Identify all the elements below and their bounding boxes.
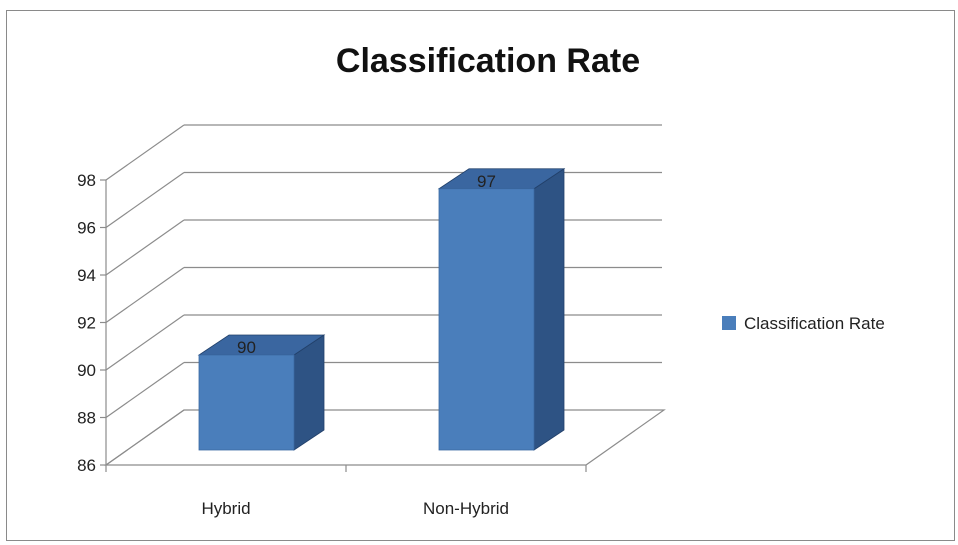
- y-tick-label: 88: [77, 409, 96, 428]
- gridline-side: [105, 314, 185, 371]
- legend: Classification Rate: [722, 314, 885, 333]
- x-category-label: Non-Hybrid: [423, 499, 509, 518]
- bar-front: [438, 188, 535, 451]
- y-tick-label: 96: [77, 219, 96, 238]
- bar: 90: [197, 334, 326, 451]
- y-tick-label: 86: [77, 456, 96, 475]
- legend-swatch: [722, 316, 736, 330]
- gridline-side: [105, 219, 185, 276]
- bar-data-label: 97: [477, 172, 496, 191]
- bar-front: [198, 354, 295, 451]
- chart-title: Classification Rate: [336, 42, 640, 80]
- bar: 97: [437, 168, 566, 451]
- chart-floor: [104, 409, 666, 466]
- y-tick-label: 90: [77, 361, 96, 380]
- y-axis-ticks: 86 88 90 92 94 96 98: [77, 171, 106, 475]
- bar-data-label: 90: [237, 338, 256, 357]
- x-axis-categories: Hybrid Non-Hybrid: [105, 465, 587, 518]
- gridline-side: [105, 172, 185, 228]
- y-tick-label: 92: [77, 314, 96, 333]
- chart-walls: [104, 124, 666, 466]
- y-tick-label: 94: [77, 266, 96, 285]
- gridline-side: [105, 267, 185, 323]
- bar-series: 90 97: [197, 168, 566, 451]
- gridline-side: [105, 409, 185, 466]
- bar-side: [533, 168, 565, 451]
- gridline-side: [105, 124, 185, 181]
- gridline-side: [105, 362, 185, 418]
- x-category-label: Hybrid: [201, 499, 250, 518]
- legend-label: Classification Rate: [744, 314, 885, 333]
- y-tick-label: 98: [77, 171, 96, 190]
